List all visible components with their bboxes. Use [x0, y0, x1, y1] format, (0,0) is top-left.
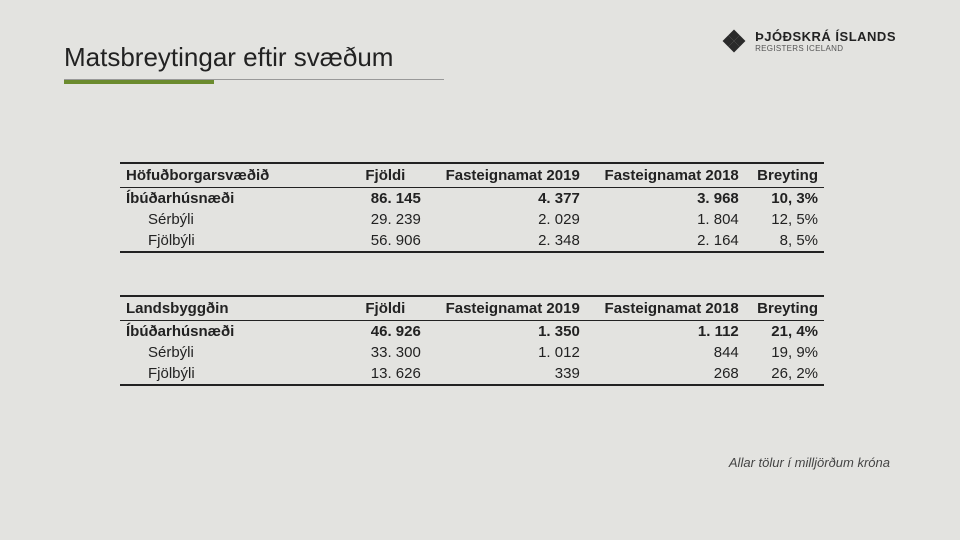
col-2019: Fasteignamat 2019	[427, 163, 586, 188]
table-row: Íbúðarhúsnæði 46. 926 1. 350 1. 112 21, …	[120, 321, 824, 343]
brand-name: ÞJÓÐSKRÁ ÍSLANDS	[755, 30, 896, 43]
footnote: Allar tölur í milljörðum króna	[729, 455, 890, 470]
tables-container: Höfuðborgarsvæðið Fjöldi Fasteignamat 20…	[64, 162, 896, 386]
col-2018: Fasteignamat 2018	[586, 296, 745, 321]
table-row: Íbúðarhúsnæði 86. 145 4. 377 3. 968 10, …	[120, 188, 824, 210]
page-title: Matsbreytingar eftir svæðum	[64, 42, 444, 80]
table-countryside: Landsbyggðin Fjöldi Fasteignamat 2019 Fa…	[120, 295, 824, 386]
diamond-icon	[721, 28, 747, 54]
brand-sub: REGISTERS ICELAND	[755, 45, 896, 53]
col-2018: Fasteignamat 2018	[586, 163, 745, 188]
brand-logo: ÞJÓÐSKRÁ ÍSLANDS REGISTERS ICELAND	[721, 28, 896, 54]
table-row: Fjölbýli 56. 906 2. 348 2. 164 8, 5%	[120, 230, 824, 252]
col-region: Höfuðborgarsvæðið	[120, 163, 359, 188]
col-count: Fjöldi	[359, 163, 426, 188]
table-row: Fjölbýli 13. 626 339 268 26, 2%	[120, 363, 824, 385]
col-count: Fjöldi	[359, 296, 426, 321]
table-capital-region: Höfuðborgarsvæðið Fjöldi Fasteignamat 20…	[120, 162, 824, 253]
col-region: Landsbyggðin	[120, 296, 359, 321]
table-row: Sérbýli 33. 300 1. 012 844 19, 9%	[120, 342, 824, 363]
col-change: Breyting	[745, 163, 824, 188]
table-row: Sérbýli 29. 239 2. 029 1. 804 12, 5%	[120, 209, 824, 230]
col-2019: Fasteignamat 2019	[427, 296, 586, 321]
col-change: Breyting	[745, 296, 824, 321]
